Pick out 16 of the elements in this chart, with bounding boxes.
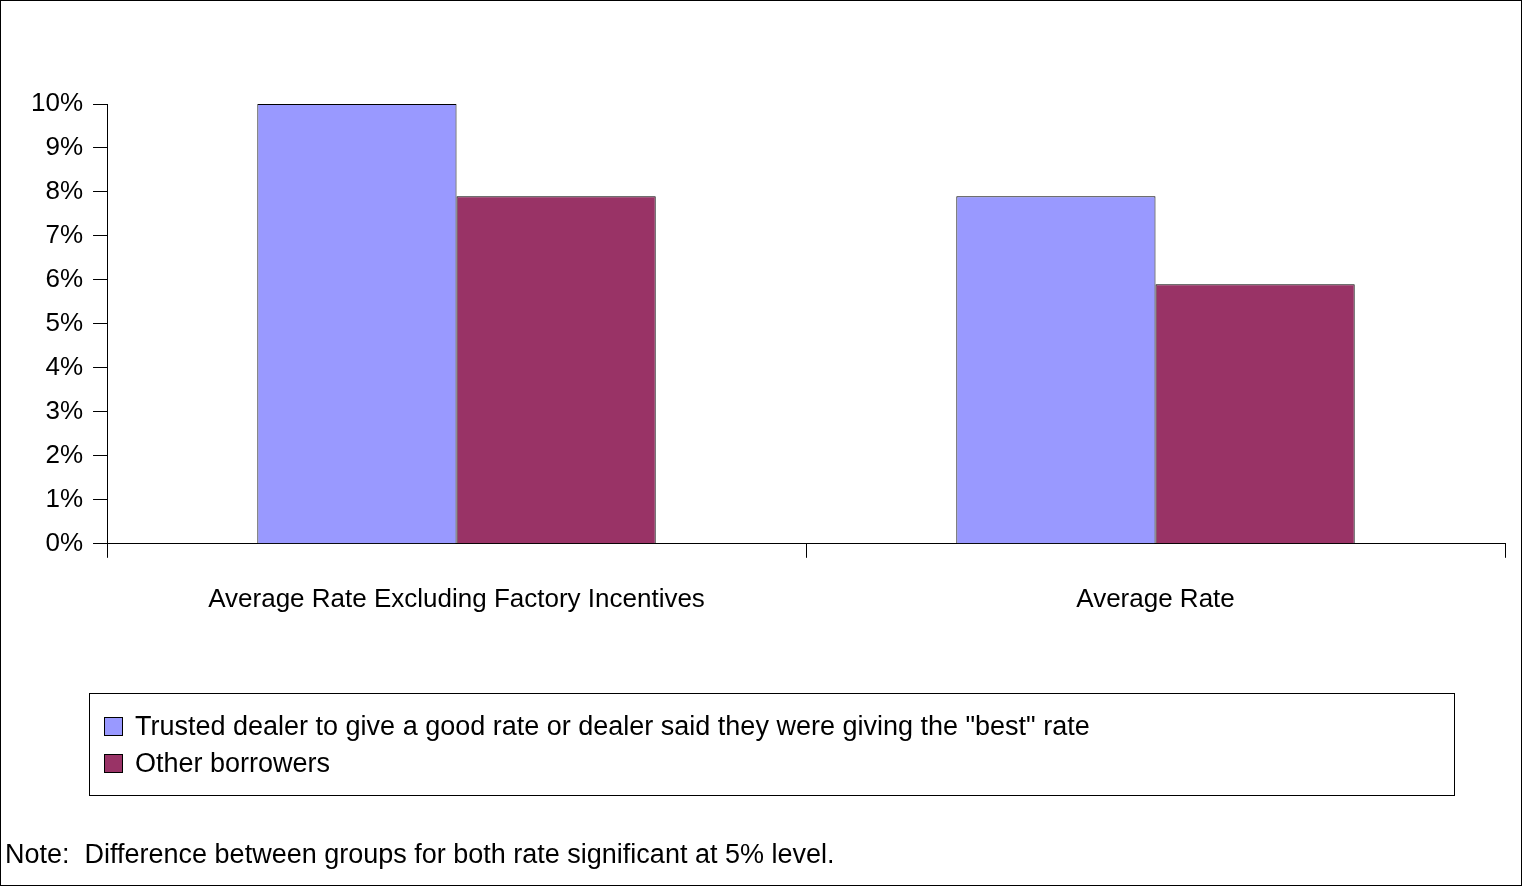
legend-label: Trusted dealer to give a good rate or dealer said they were giving the "best" rate: [135, 710, 1090, 742]
y-tick-label: 5%: [45, 307, 84, 338]
text: Note: Difference between groups for both rate significant at 5% level.: [5, 839, 835, 870]
y-tick-label: 3%: [45, 395, 84, 426]
y-tick-label: 8%: [45, 175, 84, 206]
legend-label: Other borrowers: [135, 747, 331, 779]
y-tick-label: 1%: [45, 482, 84, 513]
x-tick-label: Average Rate Excluding Factory Incentives: [208, 582, 705, 613]
y-tick-label: 9%: [45, 131, 84, 162]
y-tick-label: 10%: [30, 87, 84, 118]
y-tick-label: 6%: [45, 263, 84, 294]
y-tick-label: 4%: [45, 351, 84, 382]
y-tick-label: 7%: [45, 219, 84, 250]
x-tick-label: Average Rate: [1076, 582, 1235, 613]
y-tick-label: 2%: [45, 439, 84, 470]
y-tick-label: 0%: [45, 526, 84, 557]
